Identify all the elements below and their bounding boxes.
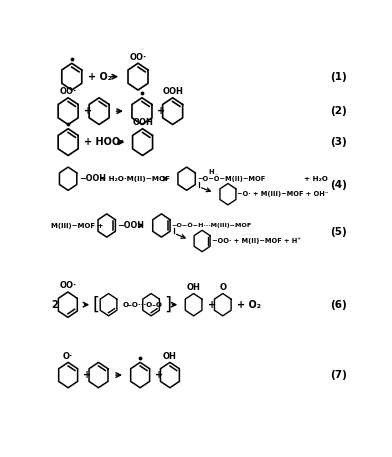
Text: (3): (3)	[330, 137, 347, 147]
Text: O: O	[219, 283, 226, 292]
Text: + O₂: + O₂	[237, 300, 261, 310]
Text: +: +	[209, 300, 217, 310]
Text: [: [	[93, 296, 100, 314]
Text: OOH: OOH	[162, 87, 183, 96]
Text: −OOH: −OOH	[117, 221, 144, 230]
Text: OO·: OO·	[59, 281, 76, 290]
Text: + HOO·: + HOO·	[83, 137, 123, 147]
Text: ]: ]	[164, 296, 171, 314]
Text: + H₂O: + H₂O	[304, 175, 328, 182]
Text: M(III)−MOF +: M(III)−MOF +	[51, 223, 103, 228]
Text: + H₂O·M(II)−MOF: + H₂O·M(II)−MOF	[100, 175, 170, 182]
Text: +: +	[83, 106, 92, 116]
Text: OOH: OOH	[132, 118, 153, 127]
Text: (4): (4)	[330, 180, 347, 190]
Text: (1): (1)	[330, 72, 347, 82]
Text: OO·: OO·	[129, 53, 147, 62]
Text: 2: 2	[51, 300, 58, 310]
Text: −OOH: −OOH	[79, 174, 106, 183]
Text: +: +	[83, 370, 91, 380]
Text: (7): (7)	[330, 370, 347, 380]
Text: OH: OH	[187, 283, 201, 292]
Text: −O· + M(III)−MOF + OH⁻: −O· + M(III)−MOF + OH⁻	[238, 191, 329, 197]
Text: −O−Ô−M(II)−MOF: −O−Ô−M(II)−MOF	[197, 175, 265, 182]
Text: (5): (5)	[330, 227, 347, 237]
Text: O·: O·	[63, 351, 73, 361]
Text: + O₂: + O₂	[88, 72, 112, 82]
Text: OH: OH	[163, 351, 177, 361]
Text: +: +	[155, 370, 163, 380]
Text: O–O···O–O: O–O···O–O	[122, 302, 162, 308]
Text: (2): (2)	[330, 106, 347, 116]
Text: +: +	[157, 106, 165, 116]
Text: H: H	[208, 170, 214, 175]
Text: (6): (6)	[330, 300, 347, 310]
Text: −OO· + M(II)−MOF + H⁺: −OO· + M(II)−MOF + H⁺	[212, 238, 301, 244]
Text: −O−Ô−H···M(III)−MOF: −O−Ô−H···M(III)−MOF	[172, 223, 252, 228]
Text: OO·: OO·	[60, 87, 77, 96]
